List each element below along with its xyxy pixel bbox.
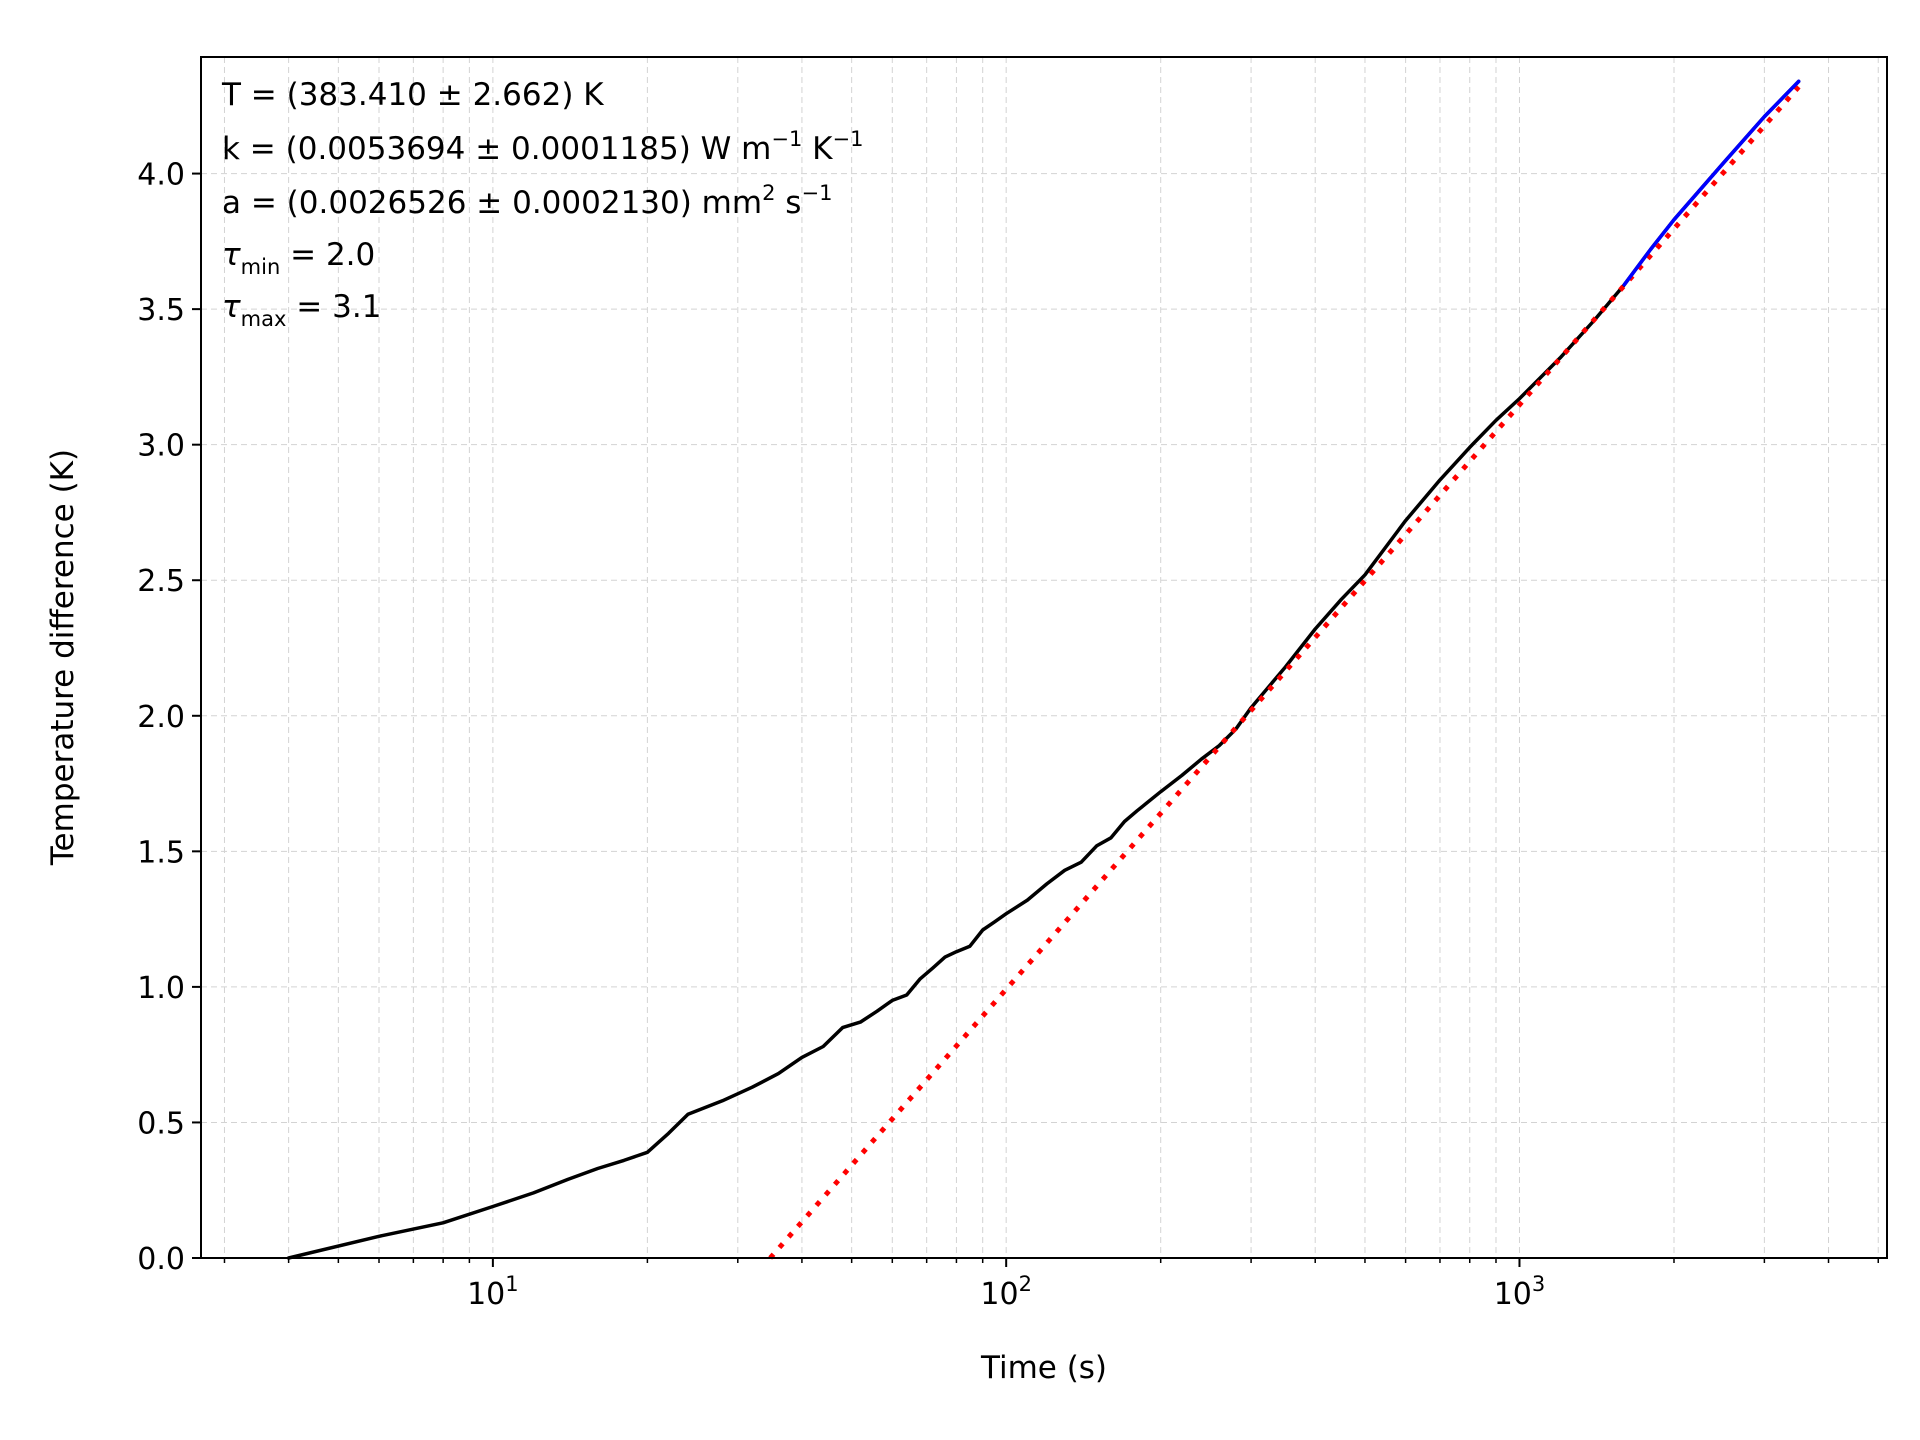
y-tick-label: 3.5 — [137, 293, 185, 328]
y-tick-label: 0.5 — [137, 1106, 185, 1141]
y-tick-label: 3.0 — [137, 429, 185, 464]
plot-frame — [200, 56, 1888, 1259]
x-tick-label: 102 — [980, 1272, 1032, 1312]
x-tick-label: 101 — [467, 1272, 519, 1312]
fit-annotations: T = (383.410 ± 2.662) K k = (0.0053694 ±… — [221, 77, 863, 331]
y-tick-label: 1.0 — [137, 971, 185, 1006]
series-line-1 — [286, 79, 1801, 1260]
series-line-3 — [1622, 79, 1801, 287]
ticks: 0.0 0.5 1.0 1.5 2.0 2.5 3.0 3.5 4.0 101 102 103 — [137, 158, 1880, 1312]
annotation-tau-min: τmin = 2.0 — [222, 237, 375, 279]
y-tick-label: 1.5 — [137, 835, 185, 870]
annotation-tau-max: τmax = 3.1 — [222, 289, 381, 331]
x-tick-label: 103 — [1494, 1272, 1546, 1312]
y-tick-label: 0.0 — [137, 1242, 185, 1277]
annotation-k: k = (0.0053694 ± 0.0001185) W m−1 K−1 — [222, 127, 863, 167]
y-axis-label: Temperature difference (K) — [45, 449, 81, 866]
y-tick-label: 2.0 — [137, 700, 185, 735]
y-tick-label: 2.5 — [137, 564, 185, 599]
x-axis-label: Time (s) — [980, 1350, 1107, 1386]
y-tick-label: 4.0 — [137, 158, 185, 193]
grid — [201, 57, 1887, 1258]
series-layer — [286, 79, 1801, 1260]
annotation-T: T = (383.410 ± 2.662) K — [221, 77, 604, 113]
annotation-a: a = (0.0026526 ± 0.0002130) mm2 s−1 — [222, 181, 832, 221]
